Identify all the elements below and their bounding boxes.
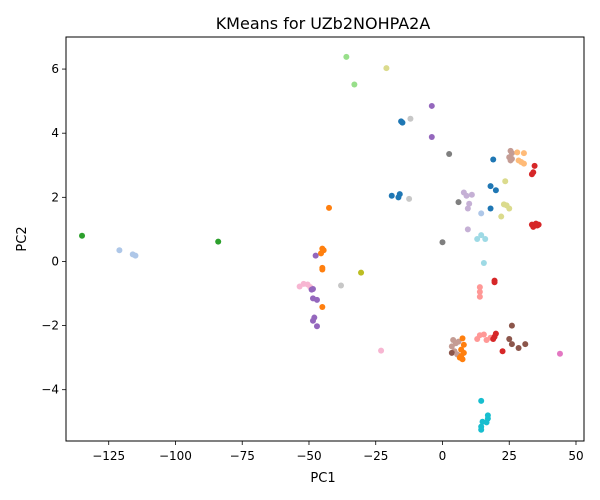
data-point (116, 247, 123, 254)
data-point (460, 341, 467, 348)
x-tick-label: 50 (568, 449, 583, 463)
data-point (378, 347, 385, 354)
data-point (507, 157, 514, 164)
data-point (407, 115, 414, 122)
data-point (478, 426, 485, 433)
data-point (478, 210, 485, 217)
data-point (478, 232, 485, 239)
points-layer (79, 53, 563, 433)
data-point (448, 343, 455, 350)
data-point (483, 419, 490, 426)
x-tick-label: 25 (502, 449, 517, 463)
data-point (531, 162, 538, 169)
data-point (439, 239, 446, 246)
x-tick-label: −125 (92, 449, 125, 463)
data-point (530, 169, 537, 176)
data-point (476, 288, 483, 295)
data-point (338, 282, 345, 289)
data-point (455, 338, 462, 345)
data-point (499, 348, 506, 355)
x-tick-label: −75 (230, 449, 255, 463)
y-tick-label: −2 (41, 319, 59, 333)
x-tick-label: 0 (439, 449, 447, 463)
data-point (476, 293, 483, 300)
data-point (448, 349, 455, 356)
x-tick-label: −50 (296, 449, 321, 463)
data-point (506, 205, 513, 212)
data-point (487, 183, 494, 190)
data-point (343, 53, 350, 60)
data-point (520, 150, 527, 157)
data-point (132, 252, 139, 259)
data-point (79, 232, 86, 239)
y-axis: −4 −2 0 2 4 6 (41, 62, 66, 397)
data-point (464, 226, 471, 233)
data-point (466, 200, 473, 207)
data-point (478, 397, 485, 404)
data-point (490, 156, 497, 163)
y-axis-label: PC2 (15, 226, 30, 251)
data-point (498, 213, 505, 220)
data-point (463, 192, 470, 199)
chart-title: KMeans for UZb2NOHPA2A (216, 14, 431, 33)
y-tick-label: 4 (51, 126, 59, 140)
data-point (506, 336, 513, 343)
data-point (491, 279, 498, 286)
data-point (514, 149, 521, 156)
data-point (446, 151, 453, 158)
data-point (358, 269, 365, 276)
data-point (317, 250, 324, 257)
plot-frame (65, 36, 585, 442)
data-point (383, 65, 390, 72)
data-point (464, 205, 471, 212)
data-point (309, 286, 316, 293)
data-point (474, 336, 481, 343)
data-point (428, 102, 435, 109)
data-point (319, 303, 326, 310)
data-point (428, 134, 435, 141)
x-tick-label: −100 (159, 449, 192, 463)
y-tick-label: 6 (51, 62, 59, 76)
data-point (399, 119, 406, 126)
data-point (508, 322, 515, 329)
data-point (313, 323, 320, 330)
data-point (492, 187, 499, 194)
data-point (474, 236, 481, 242)
data-point (468, 191, 475, 198)
data-point (482, 236, 489, 242)
x-tick-label: −25 (363, 449, 388, 463)
x-axis-label: PC1 (310, 471, 335, 486)
data-point (406, 195, 413, 202)
data-point (480, 260, 487, 267)
data-point (522, 341, 529, 348)
data-point (388, 192, 395, 199)
data-point (313, 296, 320, 303)
data-point (455, 199, 462, 206)
data-point (351, 81, 358, 88)
data-point (312, 252, 319, 259)
y-tick-label: 0 (51, 254, 59, 268)
x-axis: −125 −100 −75 −50 −25 0 25 50 (92, 441, 584, 463)
data-point (520, 160, 527, 167)
data-point (502, 178, 509, 185)
data-point (319, 266, 326, 273)
data-point (476, 284, 483, 291)
data-point (508, 341, 515, 348)
data-point (515, 345, 522, 352)
data-point (480, 331, 487, 338)
data-point (534, 222, 541, 229)
data-point (395, 194, 402, 201)
data-point (490, 336, 497, 343)
y-tick-label: 2 (51, 190, 59, 204)
data-point (487, 205, 494, 212)
y-tick-label: −4 (41, 383, 59, 397)
data-point (326, 204, 333, 211)
data-point (309, 317, 316, 324)
data-point (215, 238, 222, 245)
data-point (556, 350, 563, 357)
data-point (459, 356, 466, 363)
data-point (459, 335, 466, 342)
